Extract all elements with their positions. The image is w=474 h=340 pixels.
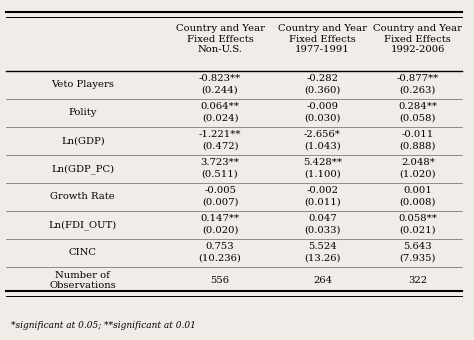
Text: (0.360): (0.360) [304, 85, 341, 94]
Text: 0.284**: 0.284** [398, 102, 438, 111]
Text: -0.282: -0.282 [307, 74, 338, 83]
Text: (0.011): (0.011) [304, 197, 341, 206]
Text: Veto Players: Veto Players [51, 80, 114, 89]
Text: (0.511): (0.511) [202, 169, 238, 178]
Text: (0.021): (0.021) [400, 225, 436, 234]
Text: Country and Year
Fixed Effects
Non-U.S.: Country and Year Fixed Effects Non-U.S. [175, 24, 264, 54]
Text: -1.221**: -1.221** [199, 130, 241, 139]
Text: 0.001: 0.001 [403, 186, 432, 195]
Text: 5.524: 5.524 [308, 242, 337, 251]
Text: (0.008): (0.008) [400, 197, 436, 206]
Text: Number of
Observations: Number of Observations [49, 271, 116, 290]
Text: (0.888): (0.888) [400, 141, 436, 150]
Text: 556: 556 [210, 276, 229, 285]
Text: 264: 264 [313, 276, 332, 285]
Text: (13.26): (13.26) [304, 253, 341, 262]
Text: Growth Rate: Growth Rate [50, 192, 115, 201]
Text: (0.024): (0.024) [202, 113, 238, 122]
Text: -0.005: -0.005 [204, 186, 236, 195]
Text: 3.723**: 3.723** [201, 158, 239, 167]
Text: (0.020): (0.020) [202, 225, 238, 234]
Text: (0.033): (0.033) [304, 225, 341, 234]
Text: Country and Year
Fixed Effects
1977-1991: Country and Year Fixed Effects 1977-1991 [278, 24, 367, 54]
Text: (1.043): (1.043) [304, 141, 341, 150]
Text: (7.935): (7.935) [400, 253, 436, 262]
Text: Country and Year
Fixed Effects
1992-2006: Country and Year Fixed Effects 1992-2006 [374, 24, 462, 54]
Text: Ln(GDP): Ln(GDP) [61, 136, 105, 145]
Text: Ln(GDP_PC): Ln(GDP_PC) [51, 164, 114, 173]
Text: 0.753: 0.753 [206, 242, 234, 251]
Text: (0.007): (0.007) [202, 197, 238, 206]
Text: CINC: CINC [69, 248, 97, 257]
Text: Polity: Polity [69, 108, 97, 117]
Text: -2.656*: -2.656* [304, 130, 341, 139]
Text: (1.020): (1.020) [400, 169, 436, 178]
Text: 0.147**: 0.147** [201, 214, 240, 223]
Text: -0.823**: -0.823** [199, 74, 241, 83]
Text: -0.877**: -0.877** [397, 74, 439, 83]
Text: *significant at 0.05; **significant at 0.01: *significant at 0.05; **significant at 0… [11, 321, 196, 329]
Text: (0.030): (0.030) [304, 113, 341, 122]
Text: (0.472): (0.472) [202, 141, 238, 150]
Text: -0.011: -0.011 [401, 130, 434, 139]
Text: 0.058**: 0.058** [398, 214, 437, 223]
Text: 5.428**: 5.428** [303, 158, 342, 167]
Text: (0.244): (0.244) [202, 85, 238, 94]
Text: -0.002: -0.002 [307, 186, 338, 195]
Text: 5.643: 5.643 [403, 242, 432, 251]
Text: (0.263): (0.263) [400, 85, 436, 94]
Text: 2.048*: 2.048* [401, 158, 435, 167]
Text: -0.009: -0.009 [307, 102, 338, 111]
Text: Ln(FDI_OUT): Ln(FDI_OUT) [49, 220, 117, 230]
Text: 0.064**: 0.064** [201, 102, 239, 111]
Text: 0.047: 0.047 [308, 214, 337, 223]
Text: (1.100): (1.100) [304, 169, 341, 178]
Text: (10.236): (10.236) [199, 253, 242, 262]
Text: (0.058): (0.058) [400, 113, 436, 122]
Text: 322: 322 [408, 276, 428, 285]
